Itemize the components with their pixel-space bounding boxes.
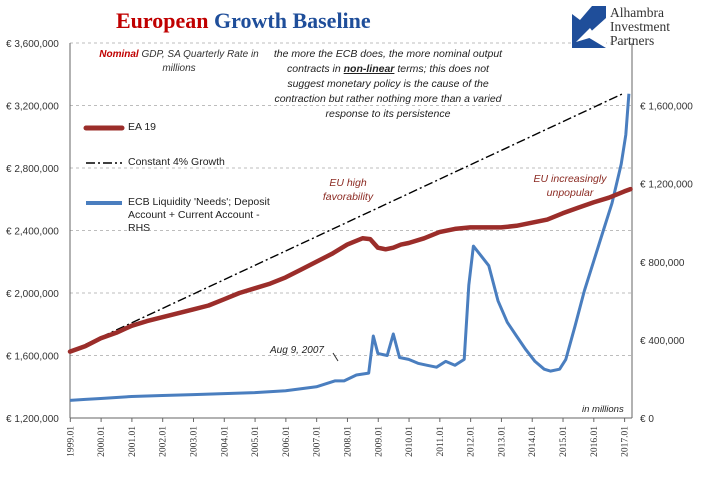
logo-line-3: Partners [610,33,655,48]
chart-title: European Growth Baseline [116,8,371,34]
annotation-eu-unpopular: EU increasingly unpopular [533,173,607,199]
y-left-tick-label: € 2,000,000 [6,289,59,300]
y-right-tick-label: € 1,200,000 [640,180,693,191]
annotation-in-millions: in millions [582,404,624,415]
note-emphasis: non-linear [343,63,395,75]
brand-logo: Alhambra Investment Partners [572,6,702,52]
x-tick-label: 1999.01 [66,426,76,457]
legend-label-ea19: EA 19 [128,121,157,133]
y-right-tick-label: € 1,600,000 [640,102,693,113]
logo-line-2: Investment [610,19,670,34]
chart-subtitle: Nominal GDP, SA Quarterly Rate in millio… [84,48,274,76]
x-tick-label: 2017.01 [621,426,631,457]
y-right-tick-label: € 400,000 [640,336,685,347]
y-left-tick-label: € 1,600,000 [6,352,59,363]
logo-mark-icon [572,6,606,48]
gridlines [70,42,632,356]
x-tick-label: 2000.01 [97,426,107,457]
x-tick-label: 2003.01 [189,426,199,457]
series-ecb-liquidity-line [69,93,631,402]
x-tick-label: 2010.01 [405,426,415,457]
series-lines [67,92,633,402]
x-tick-label: 2016.01 [590,426,600,457]
y-right-tick-label: € 0 [640,414,654,425]
note-pre: the more the ECB does, the more nominal … [273,48,503,75]
x-tick-label: 2001.01 [128,426,138,457]
subtitle-bold: Nominal [99,49,139,60]
annotation-aug-2007: Aug 9, 2007 [270,345,324,356]
legend-label-trend: Constant 4% Growth [128,156,225,168]
logo-line-1: Alhambra [610,5,664,20]
title-part2: Growth Baseline [214,8,371,33]
x-tick-label: 2011.01 [436,426,446,457]
x-tick-label: 2009.01 [374,426,384,457]
y-right-tick-label: € 800,000 [640,258,685,269]
y-left-tick-label: € 1,200,000 [6,414,59,425]
y-left-tick-label: € 3,200,000 [6,102,59,113]
title-part1: European [116,8,209,33]
y-left-tick-label: € 2,800,000 [6,164,59,175]
subtitle-rest: GDP, SA Quarterly Rate in millions [138,49,259,74]
x-tick-label: 2004.01 [220,426,230,457]
x-tick-label: 2015.01 [559,426,569,457]
y-left-tick-label: € 3,600,000 [6,39,59,50]
x-tick-label: 2014.01 [528,426,538,457]
axes: € 1,200,000 € 1,600,000 € 2,000,000 € 2,400… [6,39,693,457]
y-left-tick-label: € 2,400,000 [6,227,59,238]
annotation-eu-high: EU high favorability [322,177,374,203]
callouts [332,352,339,362]
commentary-note: the more the ECB does, the more nominal … [268,47,508,122]
logo-text: Alhambra Investment Partners [610,6,670,48]
x-tick-label: 2012.01 [467,426,477,457]
x-tick-label: 2007.01 [313,426,323,457]
x-tick-label: 2008.01 [343,426,353,457]
x-tick-label: 2002.01 [159,426,169,457]
aug-2007-arrow [332,352,339,362]
series-ea19-line [67,186,633,354]
legend-swatches [83,125,125,205]
note-post: terms; this does not suggest monetary po… [274,63,502,120]
x-tick-label: 2013.01 [497,426,507,457]
x-tick-label: 2006.01 [282,426,292,457]
legend-label-ecb: ECB Liquidity 'Needs'; Deposit Account +… [128,196,270,234]
x-tick-label: 2005.01 [251,426,261,457]
